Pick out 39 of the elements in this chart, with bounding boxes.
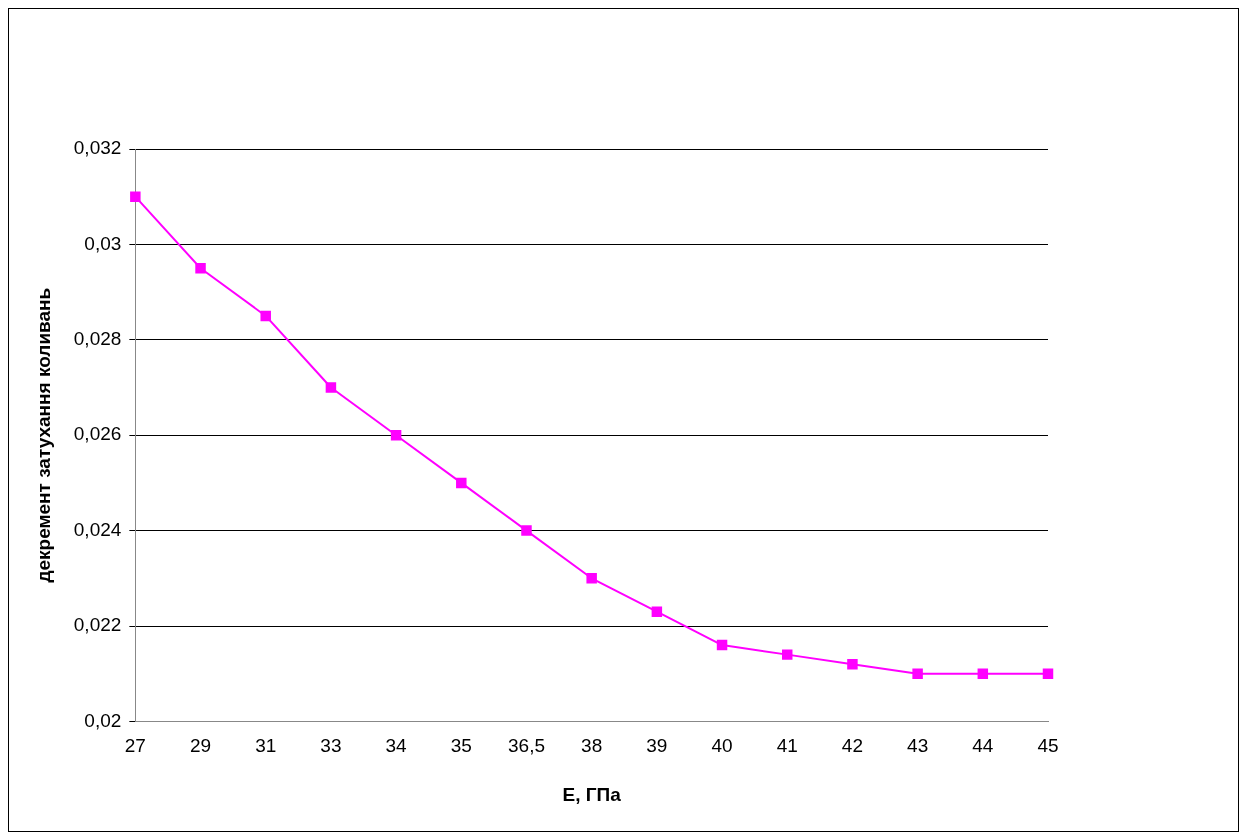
y-tick-label: 0,032 (73, 137, 122, 159)
y-axis-title: декремент затухання коливань (32, 287, 54, 583)
point (782, 649, 793, 660)
x-tick-label: 44 (972, 735, 994, 757)
point (977, 668, 989, 679)
point (456, 477, 467, 489)
x-tick-label: 42 (841, 735, 863, 757)
y-tick-label: 0,02 (84, 709, 122, 731)
x-tick-label: 38 (581, 735, 603, 757)
y-tick-label: 0,024 (73, 518, 122, 540)
point (1042, 668, 1054, 679)
x-tick-label: 45 (1037, 735, 1059, 757)
x-tick-label: 33 (320, 735, 342, 757)
point (847, 658, 858, 670)
x-tick-label: 27 (124, 735, 146, 757)
x-tick-label: 35 (450, 735, 472, 757)
point (260, 310, 271, 322)
x-tick-label: 40 (711, 735, 733, 757)
y-tick-label: 0,03 (84, 232, 122, 254)
x-axis-title: E, ГПа (562, 783, 622, 805)
y-tick-label: 0,028 (73, 328, 122, 350)
point (912, 668, 923, 679)
point (195, 263, 206, 274)
point (521, 525, 532, 536)
x-tick-label: 34 (385, 735, 408, 757)
point (716, 639, 728, 651)
point (586, 573, 597, 584)
point (390, 429, 402, 441)
x-tick-label: 29 (189, 735, 212, 757)
x-tick-label: 39 (646, 735, 668, 757)
point (130, 191, 141, 202)
y-tick-label: 0,026 (73, 423, 122, 445)
point (325, 382, 337, 393)
x-tick-label: 31 (255, 735, 277, 757)
x-tick-label: 36,5 (507, 735, 545, 757)
point (651, 606, 663, 617)
x-tick-label: 43 (907, 735, 929, 757)
y-tick-label: 0,022 (73, 614, 122, 636)
x-tick-label: 41 (776, 735, 798, 757)
